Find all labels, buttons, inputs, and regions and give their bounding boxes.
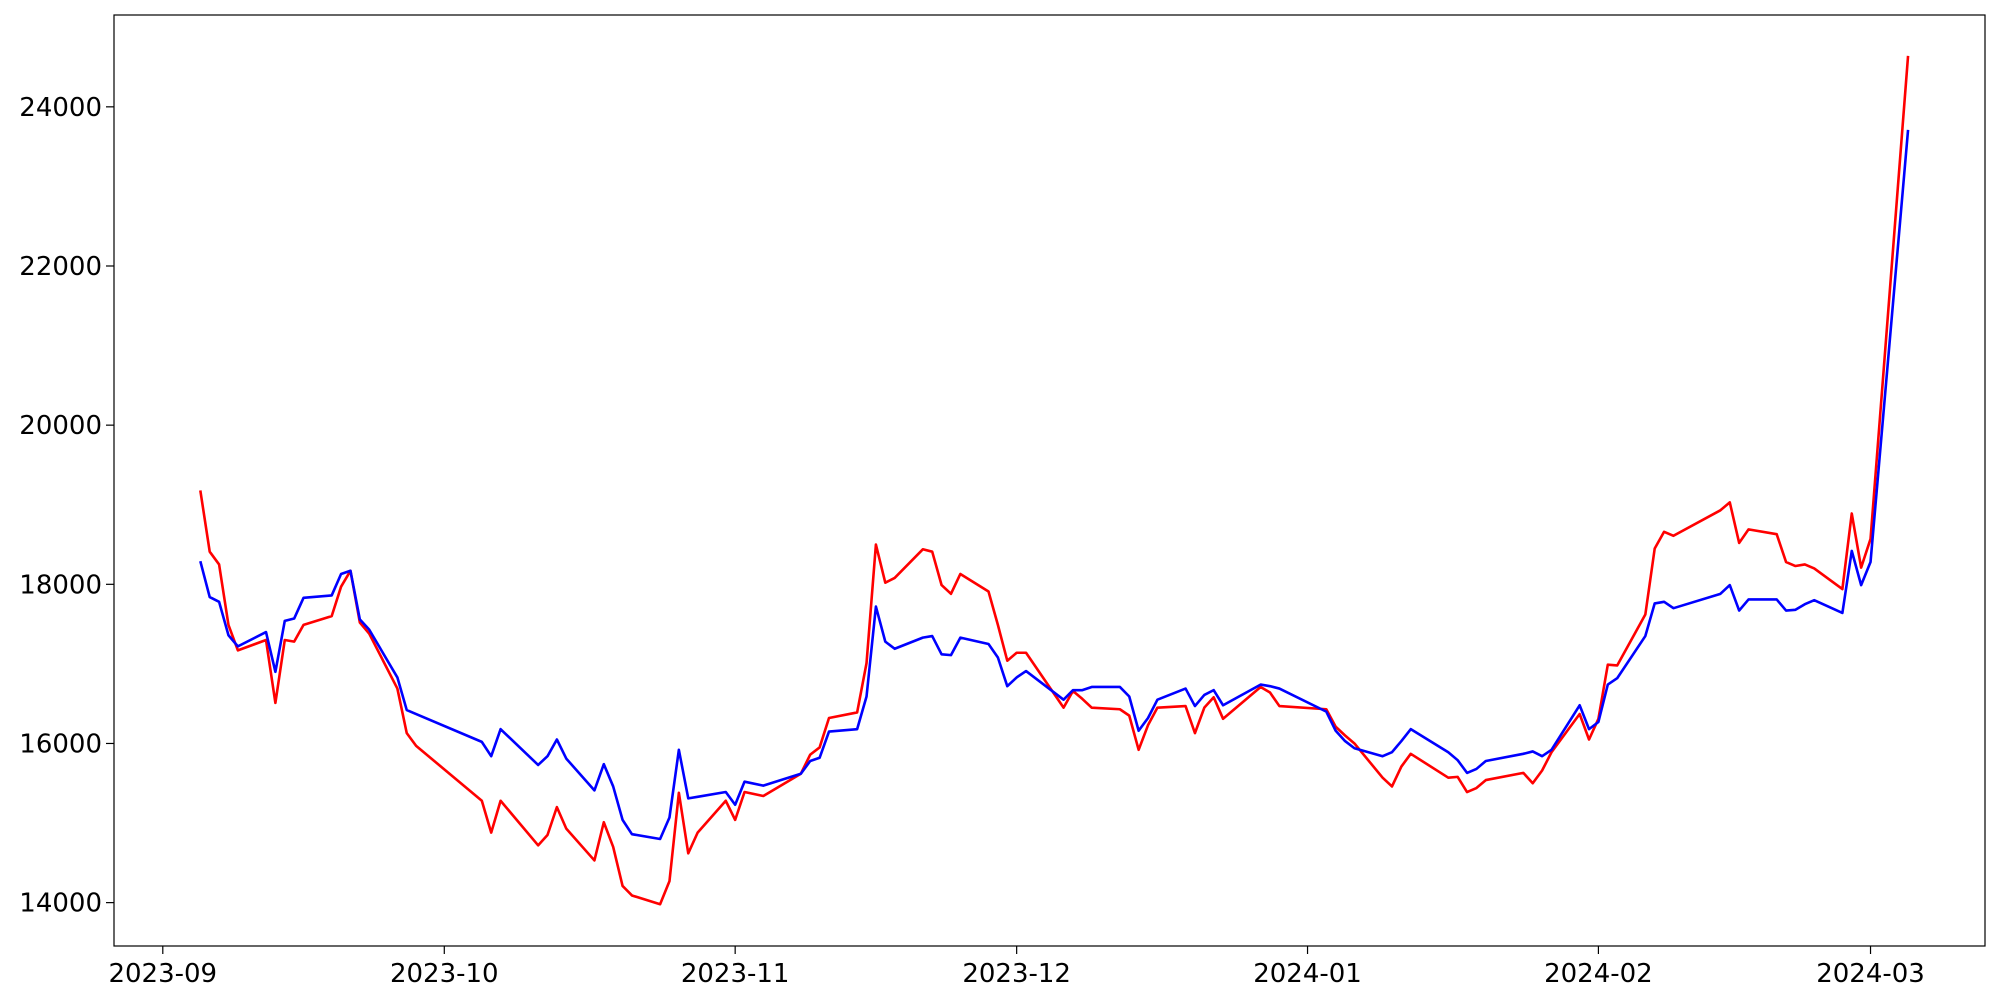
y-tick-label: 16000: [19, 729, 102, 759]
x-tick-label: 2024-02: [1544, 959, 1653, 989]
y-tick-label: 24000: [19, 93, 102, 123]
line-series: [199, 129, 1910, 841]
x-tick-label: 2024-03: [1816, 959, 1925, 989]
y-tick-label: 20000: [19, 411, 102, 441]
y-tick-label: 14000: [19, 889, 102, 919]
y-tick-label: 18000: [19, 570, 102, 600]
x-tick-label: 2023-12: [962, 959, 1071, 989]
x-tick-label: 2023-11: [681, 959, 790, 989]
y-tick-label: 22000: [19, 252, 102, 282]
x-tick-label: 2023-09: [108, 959, 217, 989]
x-tick-label: 2024-01: [1253, 959, 1362, 989]
plot-frame: [113, 14, 1986, 947]
x-tick-label: 2023-10: [390, 959, 499, 989]
line-series: [199, 55, 1910, 906]
